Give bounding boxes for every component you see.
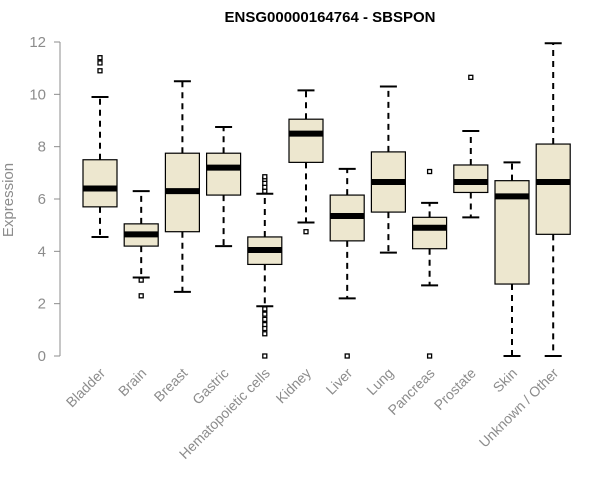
box-iqr [453,164,489,194]
box-bladder [82,55,118,238]
outlier-point [426,168,433,175]
outlier-point [426,353,433,359]
outlier-point [262,306,268,312]
box-hematopoietic-cells [247,174,283,359]
x-tick-label: Skin [490,365,521,396]
y-tick-label: 0 [38,348,46,365]
outlier-point [262,311,268,317]
outlier-point [262,353,268,359]
y-tick-label: 4 [38,243,46,260]
box-iqr [535,143,571,235]
box-liver [329,167,365,359]
outlier-point [303,229,309,235]
outlier-point [97,68,103,74]
y-tick-label: 6 [38,191,46,208]
chart-title: ENSG00000164764 - SBSPON [225,9,436,26]
x-tick-label: Brain [115,365,149,399]
outlier-point [97,55,103,61]
outlier-point [138,293,144,299]
outlier-point [262,331,268,337]
box-iqr [206,152,242,196]
box-breast [164,80,200,293]
box-iqr [288,118,324,163]
box-skin [494,161,530,357]
outlier-point [262,174,268,180]
y-tick-label: 10 [29,86,46,103]
box-unknown-other [535,42,571,357]
x-tick-label: Liver [323,365,356,398]
x-tick-label: Bladder [63,365,109,411]
x-tick-label: Prostate [431,365,479,413]
y-tick-label: 12 [29,34,46,51]
box-iqr [82,159,118,208]
box-iqr [412,216,448,250]
outlier-point [97,60,103,66]
outlier-point [468,74,474,80]
box-pancreas [412,168,448,359]
box-prostate [453,74,489,219]
box-lung [370,85,406,254]
x-tick-label: Kidney [273,365,315,407]
box-series [82,42,571,359]
x-tick-label: Breast [151,365,191,405]
y-tick-label: 2 [38,296,46,313]
outlier-point [262,316,268,323]
y-axis-label: Expression [0,163,17,237]
box-kidney [288,89,324,235]
outlier-point [262,325,268,332]
outlier-point [138,277,144,283]
outlier-point [344,353,350,359]
y-axis: 0 2 4 6 8 10 12 [29,34,61,365]
x-tick-label: Lung [363,365,396,398]
y-tick-label: 8 [38,139,46,156]
box-brain [123,190,159,299]
box-gastric [206,126,242,248]
